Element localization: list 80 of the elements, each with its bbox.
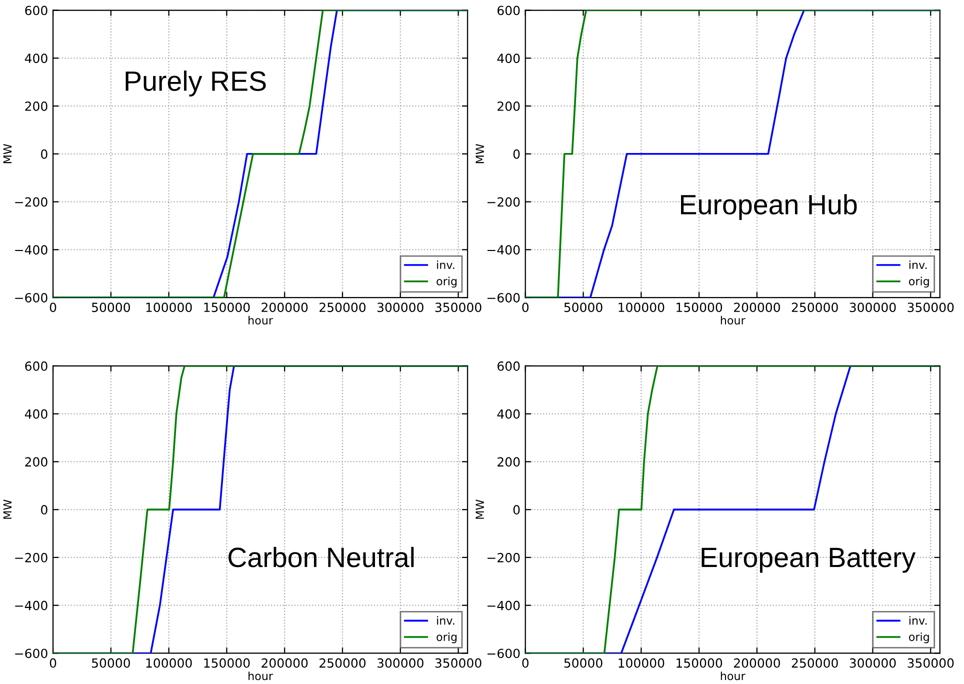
x-tick-label: 350000 [435, 302, 482, 312]
x-tick-label: 0 [50, 302, 56, 312]
x-tick-label: 350000 [908, 658, 954, 668]
y-tick-label: −400 [15, 600, 48, 610]
x-tick-label: 200000 [262, 302, 308, 312]
y-tick-label: −400 [488, 600, 520, 610]
x-tick-label: 150000 [676, 302, 722, 312]
x-tick-label: 200000 [262, 658, 308, 668]
y-tick-label: 600 [25, 6, 48, 16]
y-tick-label: 400 [497, 409, 520, 419]
x-tick-label: 200000 [734, 302, 780, 312]
y-tick-label: −600 [15, 293, 48, 302]
y-tick-label: −400 [15, 245, 48, 255]
x-tick-label: 100000 [618, 302, 664, 312]
x-tick-label: 100000 [146, 658, 192, 668]
legend-label: orig [909, 632, 929, 644]
x-tick-label: 150000 [676, 658, 722, 668]
y-tick-label: −600 [488, 293, 520, 302]
x-axis-title: hour [720, 316, 746, 324]
x-tick-label: 250000 [320, 302, 366, 312]
x-tick-label: 50000 [92, 302, 130, 312]
y-tick-label: 600 [25, 361, 48, 371]
x-tick-label: 350000 [908, 302, 954, 312]
x-tick-label: 250000 [792, 302, 838, 312]
y-tick-label: 0 [41, 505, 48, 515]
x-tick-label: 300000 [850, 658, 896, 668]
annotation: European Battery [702, 548, 916, 573]
x-axis-title: hour [248, 316, 274, 324]
x-tick-label: 0 [50, 658, 56, 668]
legend-label: inv. [909, 616, 927, 625]
y-axis-title: MW [476, 500, 484, 519]
x-tick-label: 250000 [320, 658, 366, 668]
y-tick-label: 200 [498, 457, 520, 467]
y-tick-label: 400 [497, 54, 520, 64]
annotation: Carbon Neutral [228, 546, 414, 568]
x-tick-label: 300000 [377, 302, 424, 312]
x-tick-label: 350000 [435, 658, 482, 668]
x-tick-label: 100000 [146, 302, 192, 312]
legend-label: orig [436, 632, 457, 644]
y-tick-label: 0 [513, 505, 520, 515]
legend-label: inv. [909, 260, 927, 269]
x-tick-label: 300000 [377, 658, 424, 668]
y-axis-title: MW [3, 500, 12, 519]
x-tick-label: 200000 [734, 658, 780, 668]
x-tick-label: 300000 [850, 302, 896, 312]
y-tick-label: −200 [15, 552, 48, 562]
x-axis-title: hour [248, 672, 274, 680]
y-tick-label: 0 [513, 149, 520, 159]
y-tick-label: −600 [488, 648, 520, 658]
x-tick-label: 150000 [204, 302, 250, 312]
legend-label: inv. [437, 616, 454, 625]
y-tick-label: 200 [25, 101, 48, 111]
y-tick-label: −200 [488, 552, 520, 562]
y-tick-label: 600 [498, 361, 520, 371]
legend-label: orig [436, 276, 457, 288]
x-tick-label: 50000 [564, 658, 602, 668]
x-tick-label: 0 [522, 302, 529, 312]
x-axis-title: hour [720, 672, 746, 680]
y-axis-title: MW [3, 144, 12, 164]
y-tick-label: 400 [24, 54, 48, 64]
y-tick-label: 400 [24, 409, 48, 419]
legend-label: orig [909, 276, 929, 288]
x-tick-label: 50000 [564, 302, 602, 312]
annotation: Purely RES [126, 70, 266, 96]
annotation: European Hub [681, 194, 857, 220]
y-tick-label: −600 [15, 648, 48, 658]
y-tick-label: −200 [488, 197, 520, 207]
x-tick-label: 150000 [204, 658, 250, 668]
y-tick-label: 200 [25, 457, 48, 467]
legend-label: inv. [437, 260, 454, 269]
y-tick-label: −200 [15, 197, 48, 207]
x-tick-label: 0 [522, 658, 529, 668]
y-tick-label: 200 [498, 101, 520, 111]
x-tick-label: 250000 [792, 658, 838, 668]
x-tick-label: 100000 [618, 658, 664, 668]
y-axis-title: MW [476, 144, 484, 164]
y-tick-label: 0 [41, 149, 48, 159]
y-tick-label: −400 [488, 245, 520, 255]
x-tick-label: 50000 [92, 658, 130, 668]
y-tick-label: 600 [498, 6, 520, 16]
